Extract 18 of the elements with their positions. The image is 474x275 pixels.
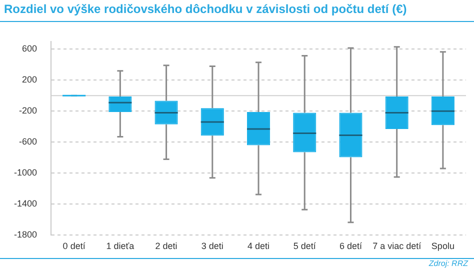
y-tick-label: -1000 [14, 168, 38, 178]
x-tick-label: 4 deti [247, 241, 270, 252]
x-tick-label: 5 detí [293, 241, 316, 252]
x-tick-label: Spolu [431, 241, 454, 252]
y-tick-label: -1400 [14, 198, 38, 209]
y-tick-label: -600 [19, 136, 38, 147]
y-tick-label: -200 [19, 106, 38, 116]
chart-title: Rozdiel vo výške rodičovského dôchodku v závislosti od počtu detí (€) [0, 0, 474, 22]
x-tick-label: 2 deti [155, 241, 178, 252]
y-tick-label: 200 [22, 74, 38, 85]
x-tick-label: 1 dieťa [106, 241, 134, 252]
y-tick-label: 600 [22, 44, 38, 54]
x-tick-label: 7 a viac detí [372, 241, 422, 252]
text: Zdroj: RRZ [428, 259, 468, 268]
x-tick-label: 0 detí [62, 241, 86, 252]
y-tick-label: -1800 [14, 230, 38, 240]
x-tick-label: 6 detí [339, 241, 362, 252]
x-tick-label: 3 deti [201, 241, 224, 252]
